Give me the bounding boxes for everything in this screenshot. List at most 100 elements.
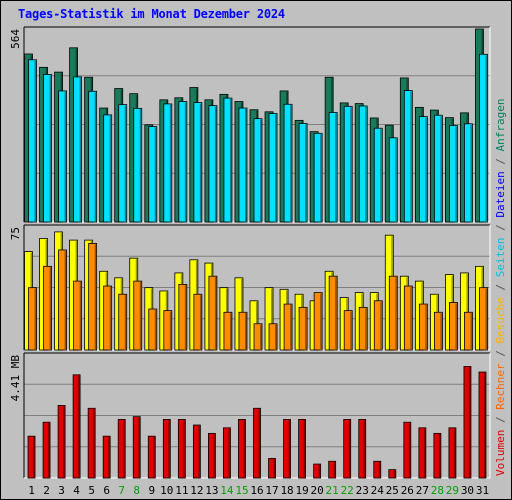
bar-shade [275, 324, 277, 349]
bar-shade [64, 91, 67, 221]
bar-volumen-day-2 [42, 421, 51, 479]
day-label-16: 16 [250, 484, 263, 497]
bar-shade [303, 420, 306, 477]
bar-volumen-day-26 [403, 421, 412, 479]
bar-volumen-day-21 [328, 460, 337, 479]
bar-shade [455, 303, 457, 349]
bar-dateien-day-22 [343, 105, 353, 223]
bar-besuche-day-22 [343, 310, 353, 351]
legend-item-anfragen: Anfragen [494, 98, 507, 151]
bar-shade [348, 420, 351, 477]
bar-dateien-day-21 [328, 112, 338, 223]
bar-besuche-day-29 [449, 302, 458, 351]
bar-dateien-day-20 [313, 132, 323, 223]
bar-shade [440, 313, 442, 349]
bar-volumen-day-14 [223, 427, 231, 479]
bar-volumen-day-1 [27, 435, 36, 479]
bar-volumen-day-8 [132, 416, 141, 479]
bar-shade [153, 437, 155, 477]
bar-shade [395, 138, 397, 221]
bar-volumen-day-7 [117, 419, 126, 479]
day-label-4: 4 [73, 484, 80, 497]
day-label-1: 1 [28, 484, 35, 497]
bar-volumen-day-17 [268, 458, 276, 479]
bar-shade [408, 423, 411, 477]
bar-shade [333, 462, 336, 477]
bar-besuche-day-21 [328, 275, 338, 351]
bar-shade [363, 420, 366, 477]
bar-shade [275, 114, 277, 221]
legend-item-besuche: Besuche [494, 297, 507, 343]
bar-dateien-day-1 [28, 59, 37, 223]
bar-volumen-day-18 [283, 419, 291, 479]
bar-dateien-day-5 [88, 90, 98, 223]
bar-shade [64, 250, 67, 349]
bar-shade [169, 311, 172, 349]
bar-shade [410, 91, 412, 222]
bar-shade [260, 119, 262, 221]
bar-shade [49, 267, 52, 349]
day-label-24: 24 [371, 484, 385, 497]
bar-shade [63, 406, 65, 477]
bar-shade [199, 103, 202, 221]
bar-volumen-day-22 [343, 419, 352, 479]
day-label-22: 22 [341, 484, 354, 497]
bar-dateien-day-6 [103, 114, 113, 223]
bar-shade [455, 126, 457, 221]
bar-shade [410, 287, 412, 349]
bar-shade [168, 420, 170, 477]
bar-dateien-day-11 [178, 101, 188, 223]
bar-besuche-day-16 [253, 323, 263, 351]
bar-volumen-day-5 [87, 407, 96, 479]
bar-dateien-day-26 [403, 90, 413, 223]
bar-dateien-day-10 [163, 103, 173, 223]
day-label-5: 5 [88, 484, 95, 497]
bar-shade [108, 437, 110, 477]
day-label-23: 23 [356, 484, 369, 497]
bar-shade [49, 75, 52, 221]
bar-besuche-day-5 [88, 242, 98, 351]
bar-volumen-day-31 [478, 371, 487, 479]
legend-item-seiten: Seiten [494, 238, 507, 278]
bar-shade [124, 105, 127, 221]
bar-dateien-day-18 [283, 103, 293, 223]
bar-shade [169, 104, 172, 221]
bar-shade [139, 109, 142, 221]
bar-besuche-day-18 [283, 303, 293, 351]
bar-shade [318, 465, 321, 477]
bar-volumen-day-27 [418, 427, 427, 479]
bar-besuche-day-26 [403, 285, 413, 351]
bar-shade [229, 99, 232, 221]
bar-volumen-day-19 [298, 419, 306, 479]
bar-dateien-day-9 [148, 126, 158, 223]
bar-dateien-day-8 [133, 107, 143, 223]
bar-volumen-day-23 [358, 419, 367, 479]
bar-volumen-day-30 [463, 366, 472, 479]
bar-dateien-day-15 [238, 107, 248, 223]
bar-besuche-day-23 [358, 306, 368, 351]
bar-shade [94, 92, 97, 221]
bar-shade [34, 288, 37, 349]
bar-besuche-day-27 [418, 303, 428, 351]
bar-volumen-day-9 [147, 435, 156, 479]
bar-volumen-day-29 [448, 427, 457, 479]
bar-shade [470, 124, 472, 221]
day-label-30: 30 [461, 484, 474, 497]
legend-separator: / [494, 277, 507, 297]
bar-besuche-day-1 [28, 287, 37, 351]
bar-besuche-day-24 [373, 300, 383, 351]
bar-shade [393, 470, 396, 477]
day-label-17: 17 [265, 484, 278, 497]
day-label-26: 26 [401, 484, 414, 497]
panel-middle: 75 [9, 224, 491, 351]
bar-dateien-day-12 [193, 102, 203, 223]
bar-shade [365, 106, 367, 221]
bar-shade [485, 55, 487, 222]
day-label-7: 7 [118, 484, 125, 497]
series-besuche [28, 242, 488, 351]
bar-dateien-day-25 [388, 137, 398, 223]
series-volumen [27, 366, 487, 479]
legend: Volumen / Rechner / Besuche / Seiten / D… [494, 98, 507, 476]
